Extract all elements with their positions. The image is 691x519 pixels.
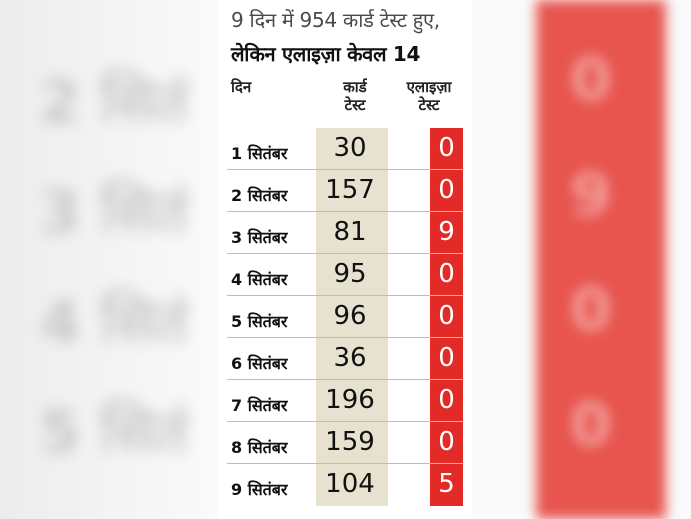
row-card-test-value: 81 [333, 217, 367, 247]
row-eliza-test-value: 0 [438, 133, 455, 163]
table-row: 1 सितंबर 30 0 [227, 128, 463, 170]
row-date: 1 सितंबर [231, 144, 288, 163]
column-header-card-test: कार्ड टेस्ट [325, 78, 385, 114]
row-card-test-value: 30 [333, 133, 367, 163]
eliza-test-column-background [430, 128, 463, 506]
table-row: 8 सितंबर 159 0 [227, 422, 463, 464]
row-card-test-value: 104 [325, 469, 375, 499]
blurred-digit: 0 [570, 390, 612, 460]
row-date: 2 सितंबर [231, 186, 288, 205]
row-eliza-test-value: 0 [438, 301, 455, 331]
row-card-test-value: 157 [325, 175, 375, 205]
blurred-red-column [536, 0, 666, 519]
blurred-digit: 0 [570, 45, 612, 115]
column-header-day-label: दिन [231, 78, 252, 96]
row-eliza-test-value: 9 [438, 217, 455, 247]
table-row: 9 सितंबर 104 5 [227, 464, 463, 506]
row-divider [227, 463, 463, 464]
column-header-eliza-line2: टेस्ट [418, 96, 440, 114]
row-divider [227, 211, 463, 212]
blurred-digit: 9 [570, 160, 612, 230]
infographic-card: 9 दिन में 954 कार्ड टेस्ट हुए, लेकिन एला… [217, 0, 472, 519]
row-card-test-value: 95 [333, 259, 367, 289]
row-eliza-test-value: 0 [438, 427, 455, 457]
row-card-test-value: 159 [325, 427, 375, 457]
row-date: 8 सितंबर [231, 438, 288, 457]
row-eliza-test-value: 5 [438, 469, 455, 499]
row-eliza-test-value: 0 [438, 343, 455, 373]
row-date: 9 सितंबर [231, 480, 288, 499]
column-header-eliza-line1: एलाइज़ा [406, 78, 452, 96]
blurred-ghost-text: 4 सितं [40, 288, 188, 356]
row-date: 7 सितंबर [231, 396, 288, 415]
column-header-eliza-test: एलाइज़ा टेस्ट [393, 78, 465, 114]
row-divider [227, 421, 463, 422]
row-date: 6 सितंबर [231, 354, 288, 373]
table-row: 5 सितंबर 96 0 [227, 296, 463, 338]
card-test-column-background [316, 128, 388, 506]
row-card-test-value: 196 [325, 385, 375, 415]
row-card-test-value: 36 [333, 343, 367, 373]
row-date: 3 सितंबर [231, 228, 288, 247]
table-row: 4 सितंबर 95 0 [227, 254, 463, 296]
row-eliza-test-value: 0 [438, 385, 455, 415]
row-card-test-value: 96 [333, 301, 367, 331]
blurred-ghost-text: 5 सितं [40, 398, 188, 466]
headline-line-1: 9 दिन में 954 कार्ड टेस्ट हुए, [231, 8, 440, 32]
column-header-card-line2: टेस्ट [344, 96, 366, 114]
table-row: 7 सितंबर 196 0 [227, 380, 463, 422]
row-divider [227, 295, 463, 296]
table-row: 2 सितंबर 157 0 [227, 170, 463, 212]
blurred-background-left: 2 सितं 3 सितं 4 सितं 5 सितं [0, 0, 217, 519]
row-divider [227, 379, 463, 380]
row-divider [227, 169, 463, 170]
table-row: 3 सितंबर 81 9 [227, 212, 463, 254]
blurred-ghost-text: 2 सितं [40, 68, 188, 136]
row-divider [227, 337, 463, 338]
column-header-day: दिन [231, 78, 251, 96]
table-row: 6 सितंबर 36 0 [227, 338, 463, 380]
blurred-digit: 0 [570, 275, 612, 345]
row-date: 5 सितंबर [231, 312, 288, 331]
headline-line-2: लेकिन एलाइज़ा केवल 14 [231, 42, 421, 66]
row-eliza-test-value: 0 [438, 175, 455, 205]
column-header-card-line1: कार्ड [343, 78, 367, 96]
blurred-ghost-text: 3 सितं [40, 178, 188, 246]
row-eliza-test-value: 0 [438, 259, 455, 289]
row-date: 4 सितंबर [231, 270, 288, 289]
row-divider [227, 253, 463, 254]
